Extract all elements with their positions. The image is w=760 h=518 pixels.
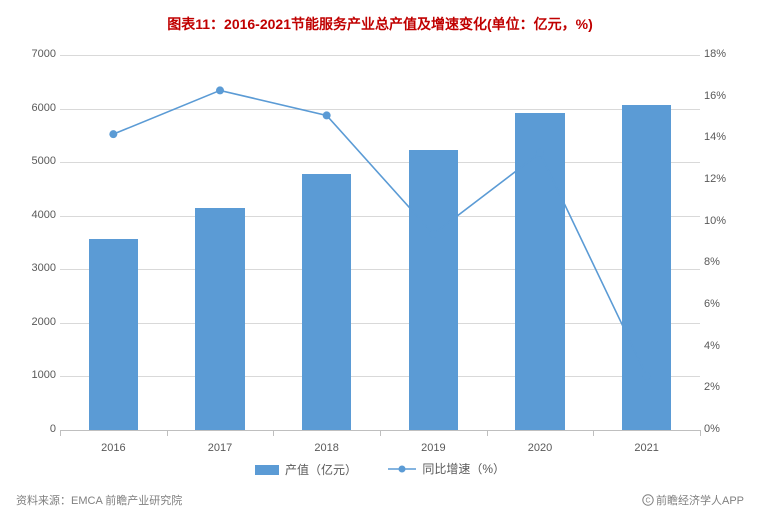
line-marker (323, 111, 331, 119)
y-left-tick-label: 2000 (22, 316, 56, 328)
y-left-tick-label: 0 (22, 423, 56, 435)
line-series-svg (60, 55, 700, 430)
legend-item-line: 同比增速（%） (388, 460, 505, 477)
legend-label-bar: 产值（亿元） (285, 461, 357, 478)
legend-item-bar: 产值（亿元） (255, 461, 357, 478)
legend: 产值（亿元） 同比增速（%） (0, 460, 760, 478)
copyright-icon: C (642, 494, 654, 506)
footer: 资料来源：EMCA 前瞻产业研究院 C 前瞻经济学人APP (16, 492, 744, 508)
x-tick (700, 430, 701, 436)
x-tick (60, 430, 61, 436)
line-path (113, 90, 646, 375)
legend-swatch-line (388, 463, 416, 475)
x-tick (273, 430, 274, 436)
y-right-tick-label: 2% (704, 381, 736, 393)
y-right-tick-label: 10% (704, 215, 736, 227)
x-tick (380, 430, 381, 436)
x-tick (487, 430, 488, 436)
y-left-tick-label: 4000 (22, 209, 56, 221)
x-tick (593, 430, 594, 436)
chart-area: 010002000300040005000600070000%2%4%6%8%1… (60, 55, 700, 430)
x-tick-label: 2017 (208, 442, 232, 454)
y-right-tick-label: 4% (704, 340, 736, 352)
chart-title: 图表11：2016-2021节能服务产业总产值及增速变化(单位：亿元，%) (0, 0, 760, 34)
x-tick-label: 2016 (101, 442, 125, 454)
y-right-tick-label: 12% (704, 173, 736, 185)
y-right-tick-label: 18% (704, 48, 736, 60)
y-left-tick-label: 6000 (22, 102, 56, 114)
line-marker (643, 372, 651, 380)
x-tick-label: 2020 (528, 442, 552, 454)
x-tick-label: 2019 (421, 442, 445, 454)
line-marker (109, 130, 117, 138)
x-tick-label: 2021 (634, 442, 658, 454)
y-right-tick-label: 6% (704, 298, 736, 310)
y-right-tick-label: 8% (704, 256, 736, 268)
line-marker (536, 149, 544, 157)
y-left-tick-label: 7000 (22, 48, 56, 60)
y-right-tick-label: 0% (704, 423, 736, 435)
x-tick-label: 2018 (314, 442, 338, 454)
copyright-label: 前瞻经济学人APP (656, 492, 744, 508)
y-left-tick-label: 5000 (22, 155, 56, 167)
y-right-tick-label: 14% (704, 131, 736, 143)
y-left-tick-label: 1000 (22, 369, 56, 381)
y-right-tick-label: 16% (704, 90, 736, 102)
line-marker (429, 230, 437, 238)
svg-text:C: C (645, 498, 650, 505)
copyright: C 前瞻经济学人APP (642, 492, 744, 508)
y-left-tick-label: 3000 (22, 262, 56, 274)
source-label: 资料来源：EMCA 前瞻产业研究院 (16, 492, 182, 508)
legend-swatch-bar (255, 465, 279, 475)
legend-label-line: 同比增速（%） (422, 460, 505, 477)
x-tick (167, 430, 168, 436)
line-marker (216, 86, 224, 94)
